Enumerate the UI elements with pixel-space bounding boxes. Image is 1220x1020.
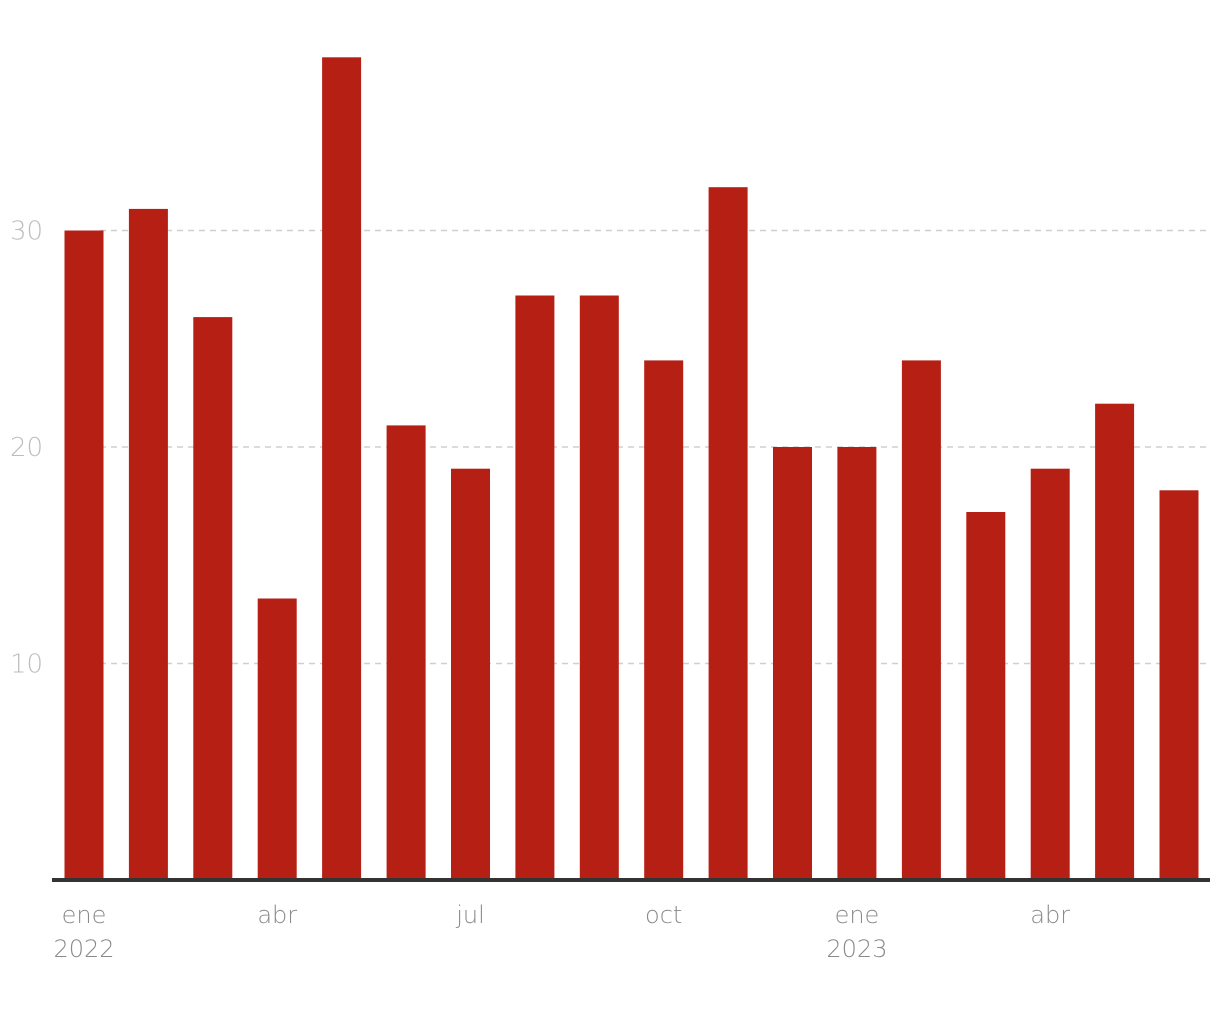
bar-2023-06 [1159,490,1199,880]
y-tick-label: 20 [10,433,43,463]
y-tick-label: 30 [10,217,43,247]
bar-2022-07 [451,468,490,880]
bar-2023-05 [1095,403,1135,880]
bar-2023-02 [901,360,941,880]
bar-2022-01 [64,230,104,880]
y-tick-label: 10 [10,650,43,680]
x-tick-month-label: oct [645,901,682,929]
bar-2023-01 [837,447,877,880]
bar-2022-12 [773,447,812,880]
bar-2023-03 [966,512,1006,880]
bar-2022-02 [128,208,168,880]
bar-2022-10 [644,360,684,880]
x-axis-ticks: ene 2022 abr jul oct ene 2023 abr [53,901,1070,963]
x-tick-month-label: jul [455,901,485,929]
bar-2022-08 [515,295,555,880]
bar-2023-04 [1030,468,1070,880]
bars [64,57,1199,881]
x-tick-month-label: ene [835,901,880,929]
x-tick-year-label: 2022 [53,935,114,963]
bar-2022-04 [257,598,297,880]
x-tick-month-label: abr [1030,901,1070,929]
bar-2022-11 [708,187,748,880]
x-tick-month-label: ene [62,901,107,929]
bar-2022-05 [322,57,362,881]
bar-2022-09 [579,295,619,880]
bar-2022-06 [386,425,426,880]
x-tick-year-label: 2023 [826,935,887,963]
x-tick-month-label: abr [257,901,297,929]
bar-2022-03 [193,317,233,881]
